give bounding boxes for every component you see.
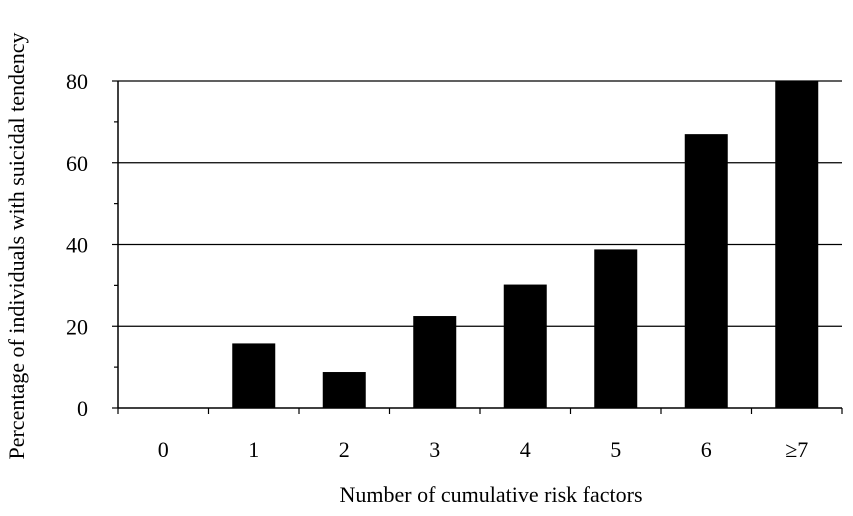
x-tick-label: 1 [248, 437, 259, 462]
bar [775, 81, 818, 408]
x-tick-label: ≥7 [785, 437, 808, 462]
y-ticks: 0 20 40 60 80 [66, 69, 118, 421]
y-tick-label: 40 [66, 233, 88, 258]
bar [323, 372, 366, 408]
y-tick-label: 80 [66, 69, 88, 94]
bar [594, 249, 637, 408]
x-tick-label: 6 [701, 437, 712, 462]
x-tick-label: 0 [158, 437, 169, 462]
y-axis-title: Percentage of individuals with suicidal … [4, 32, 29, 459]
x-tick-label: 3 [429, 437, 440, 462]
bar [504, 285, 547, 408]
x-tick-label: 5 [610, 437, 621, 462]
bar [413, 316, 456, 408]
y-tick-label: 60 [66, 151, 88, 176]
gridlines [118, 81, 842, 326]
x-ticks: 0 1 2 3 4 5 6 ≥7 [118, 408, 842, 462]
x-tick-label: 2 [339, 437, 350, 462]
x-axis-title: Number of cumulative risk factors [339, 482, 642, 507]
bar [232, 343, 275, 408]
bar [685, 134, 728, 408]
y-tick-label: 20 [66, 314, 88, 339]
y-tick-label: 0 [77, 396, 88, 421]
x-tick-label: 4 [520, 437, 531, 462]
